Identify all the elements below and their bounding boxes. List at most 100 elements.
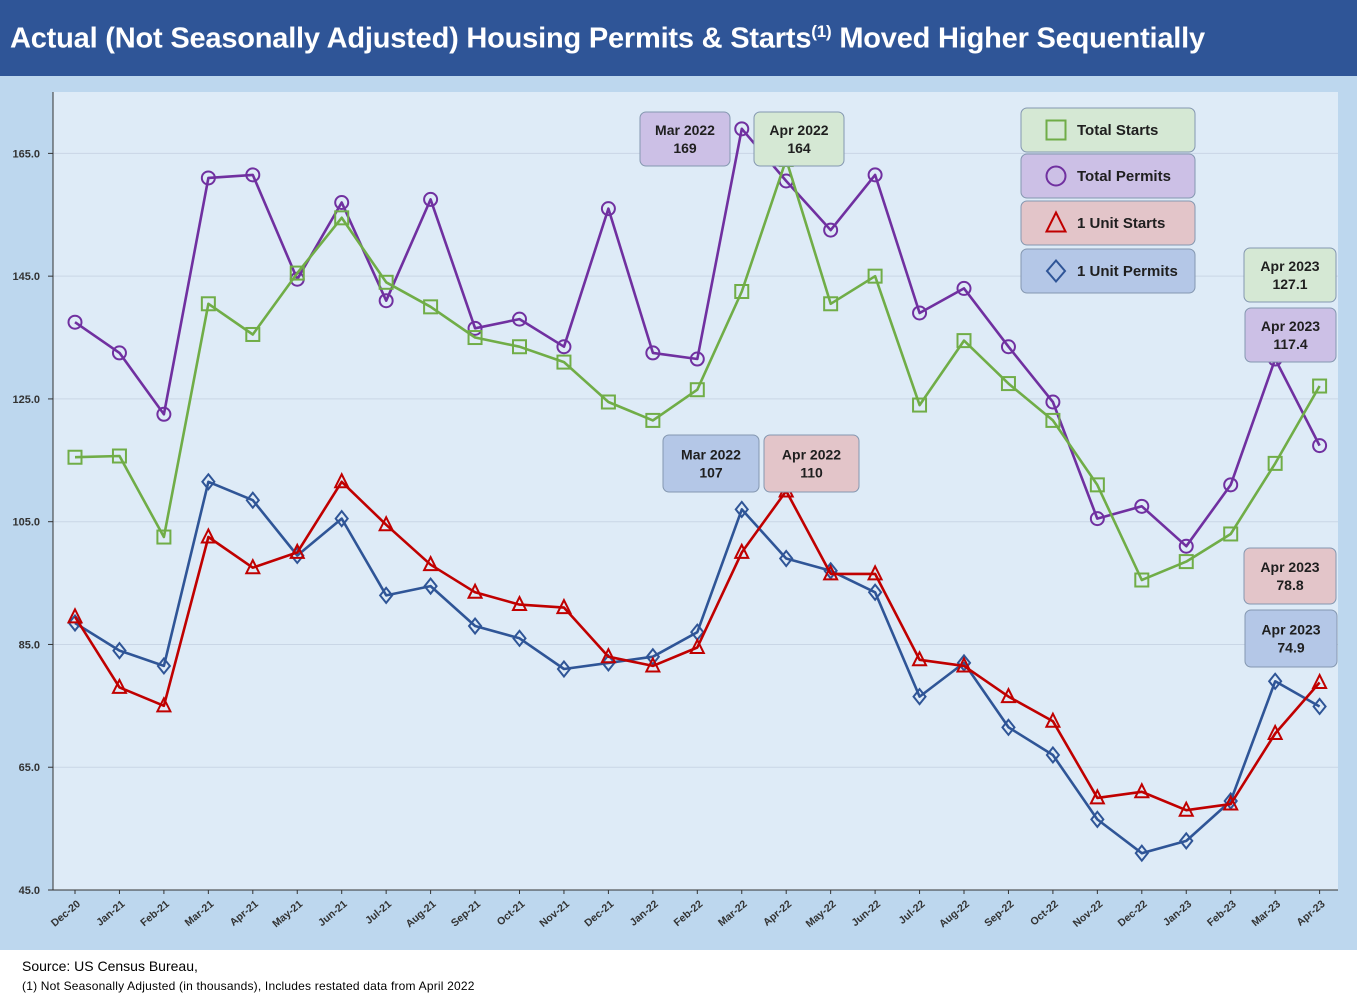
line-chart: 45.0 65.0 85.0 105.0 125.0 145.0 165.0 Dec-20 Ja… (12, 92, 1338, 930)
data-point-1-unit-starts (866, 564, 884, 581)
title-main: Actual (Not Seasonally Adjusted) Housing… (10, 22, 812, 55)
annotation-box (1243, 547, 1337, 605)
y-tick-label: 145.0 (12, 271, 40, 283)
legend-item-total-starts: Total Starts (1020, 107, 1196, 153)
x-tick-label: Oct-21 (495, 898, 528, 928)
data-point-total-starts (1089, 477, 1105, 493)
title-superscript: (1) (811, 22, 832, 41)
data-point-1-unit-starts (289, 542, 306, 559)
data-point-1-unit-permits (1134, 844, 1150, 863)
data-point-total-starts (1000, 376, 1016, 392)
annotation-value: 78.8 (1276, 577, 1303, 593)
data-point-total-permits (512, 311, 527, 327)
data-point-total-permits (867, 167, 883, 183)
data-point-total-permits (689, 351, 705, 367)
data-point-1-unit-starts (155, 696, 173, 713)
x-tick-label: Jul-21 (363, 898, 394, 927)
data-point-total-starts (1223, 526, 1239, 542)
data-point-total-starts (111, 448, 127, 464)
data-point-total-starts (645, 412, 661, 428)
data-point-total-permits (556, 339, 572, 355)
data-point-total-permits (1178, 538, 1194, 554)
data-point-1-unit-permits (1001, 718, 1016, 737)
data-point-total-permits (200, 170, 216, 186)
legend-label: 1 Unit Permits (1077, 263, 1178, 280)
x-tick-label: Dec-21 (582, 898, 616, 929)
x-tick-label: Jan-23 (1161, 898, 1194, 929)
annotation-label: Apr 2023 (1261, 318, 1320, 334)
data-point-total-starts (467, 330, 483, 346)
data-point-1-unit-permits (467, 616, 483, 636)
data-point-1-unit-permits (1178, 831, 1194, 850)
legend-item-total-permits: Total Permits (1020, 153, 1196, 199)
x-tick-label: Jan-22 (628, 898, 661, 929)
data-point-total-permits (67, 314, 83, 330)
legend-marker-square-icon (1045, 119, 1067, 141)
data-point-1-unit-permits (378, 586, 394, 605)
footer: Source: US Census Bureau, (1) Not Season… (0, 950, 1357, 1000)
x-tick-label: Apr-22 (761, 898, 794, 929)
data-point-1-unit-starts (244, 557, 261, 575)
x-tick-label: Mar-22 (716, 898, 750, 929)
data-point-1-unit-starts (66, 607, 84, 624)
x-tick-label: Mar-23 (1249, 898, 1283, 929)
x-tick-label: Mar-21 (183, 898, 217, 929)
data-point-1-unit-permits (156, 656, 172, 676)
data-point-1-unit-starts (511, 594, 528, 612)
data-point-1-unit-starts (466, 582, 484, 599)
data-point-total-permits (1089, 511, 1105, 527)
data-point-1-unit-permits (1312, 697, 1327, 716)
x-tick-label: Dec-20 (49, 898, 83, 929)
data-point-total-starts (734, 284, 750, 299)
y-tick-label: 65.0 (19, 762, 40, 774)
annotation-callout: Apr 2022 164 (753, 111, 845, 167)
data-point-1-unit-starts (422, 554, 439, 572)
data-point-total-permits (600, 201, 616, 217)
data-point-total-starts (245, 326, 261, 342)
annotation-box (1244, 307, 1337, 363)
annotation-box (639, 111, 731, 167)
series-line-1-unit-permits (74, 480, 1321, 855)
data-point-total-starts (867, 268, 883, 284)
y-tick-label: 165.0 (12, 148, 40, 160)
data-point-1-unit-permits (1267, 672, 1283, 691)
data-point-total-starts (512, 339, 527, 355)
legend-label: Total Permits (1077, 168, 1171, 185)
x-tick-label: Feb-23 (1205, 898, 1239, 929)
annotation-label: Mar 2022 (681, 447, 741, 463)
data-point-total-permits (1312, 438, 1328, 454)
data-point-1-unit-permits (1090, 810, 1105, 829)
data-point-total-permits (956, 280, 972, 296)
data-point-total-permits (334, 194, 350, 210)
x-tick-label: Jun-22 (849, 898, 883, 929)
data-point-total-starts (289, 265, 305, 281)
x-tick-label: Jan-21 (94, 898, 127, 929)
data-point-1-unit-starts (1089, 788, 1106, 805)
data-point-total-permits (111, 345, 127, 361)
annotation-label: Apr 2023 (1261, 622, 1320, 638)
data-point-1-unit-starts (1044, 711, 1062, 728)
data-point-1-unit-starts (689, 637, 706, 655)
data-point-1-unit-starts (378, 515, 395, 532)
x-tick-label: Sep-22 (982, 898, 1016, 929)
data-point-total-permits (467, 320, 483, 336)
data-point-1-unit-starts (644, 656, 661, 673)
data-point-1-unit-permits (912, 687, 927, 706)
footnote-text: (1) Not Seasonally Adjusted (in thousand… (22, 979, 475, 993)
legend-marker-diamond-icon (1045, 258, 1067, 284)
data-point-total-starts (156, 529, 172, 545)
data-point-total-starts (1134, 572, 1150, 588)
legend-item-1-unit-permits: 1 Unit Permits (1020, 248, 1196, 294)
data-point-total-permits (1134, 498, 1150, 514)
x-tick-label: Aug-21 (404, 898, 439, 930)
data-point-total-starts (1045, 412, 1061, 428)
legend-marker-circle-icon (1045, 165, 1067, 187)
annotation-label: Mar 2022 (655, 122, 715, 138)
data-point-total-permits (734, 121, 750, 137)
chart-panel: 45.0 65.0 85.0 105.0 125.0 145.0 165.0 Dec-20 Ja… (0, 76, 1357, 950)
series-line-total-starts (74, 158, 1321, 582)
annotation-callout: Mar 2022 107 (662, 434, 760, 493)
data-point-1-unit-starts (200, 527, 217, 544)
x-tick-label: Sep-21 (449, 898, 483, 929)
data-point-total-permits (645, 345, 661, 361)
